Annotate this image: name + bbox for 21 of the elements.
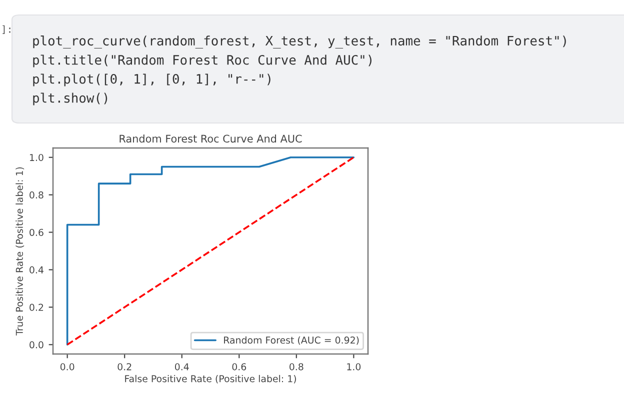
- x-tick-label: 0.2: [118, 363, 132, 370]
- x-tick-label: 0.6: [232, 363, 246, 370]
- y-tick-label: 1.0: [30, 154, 44, 162]
- x-tick-label: 0.4: [174, 363, 189, 370]
- y-tick-label: 0.4: [30, 266, 44, 274]
- text: ]:: [2, 25, 10, 34]
- y-tick-label: 0.6: [30, 228, 44, 236]
- y-tick-label: 0.0: [30, 341, 44, 348]
- x-tick-label: 1.0: [347, 363, 361, 370]
- x-axis-title: False Positive Rate (Positive label: 1): [125, 374, 296, 384]
- text: plt.show(): [33, 92, 108, 106]
- y-tick-label: 0.8: [30, 191, 44, 199]
- text: plt.title("Random Forest Roc Curve And AUC"): [33, 54, 372, 68]
- legend-label: Random Forest (AUC = 0.92): [224, 336, 359, 345]
- y-tick-label: 0.2: [30, 304, 44, 311]
- x-tick-label: 0.8: [290, 363, 304, 370]
- chart-title: Random Forest Roc Curve And AUC: [120, 134, 302, 143]
- y-axis-title: True Positive Rate (Positive label: 1): [16, 167, 24, 336]
- text: plot_roc_curve(random_forest, X_test, y_test, name = "Random Forest"): [33, 36, 566, 48]
- x-tick-label: 0.0: [60, 363, 74, 370]
- text: plt.plot([0, 1], [0, 1], "r--"): [33, 74, 270, 86]
